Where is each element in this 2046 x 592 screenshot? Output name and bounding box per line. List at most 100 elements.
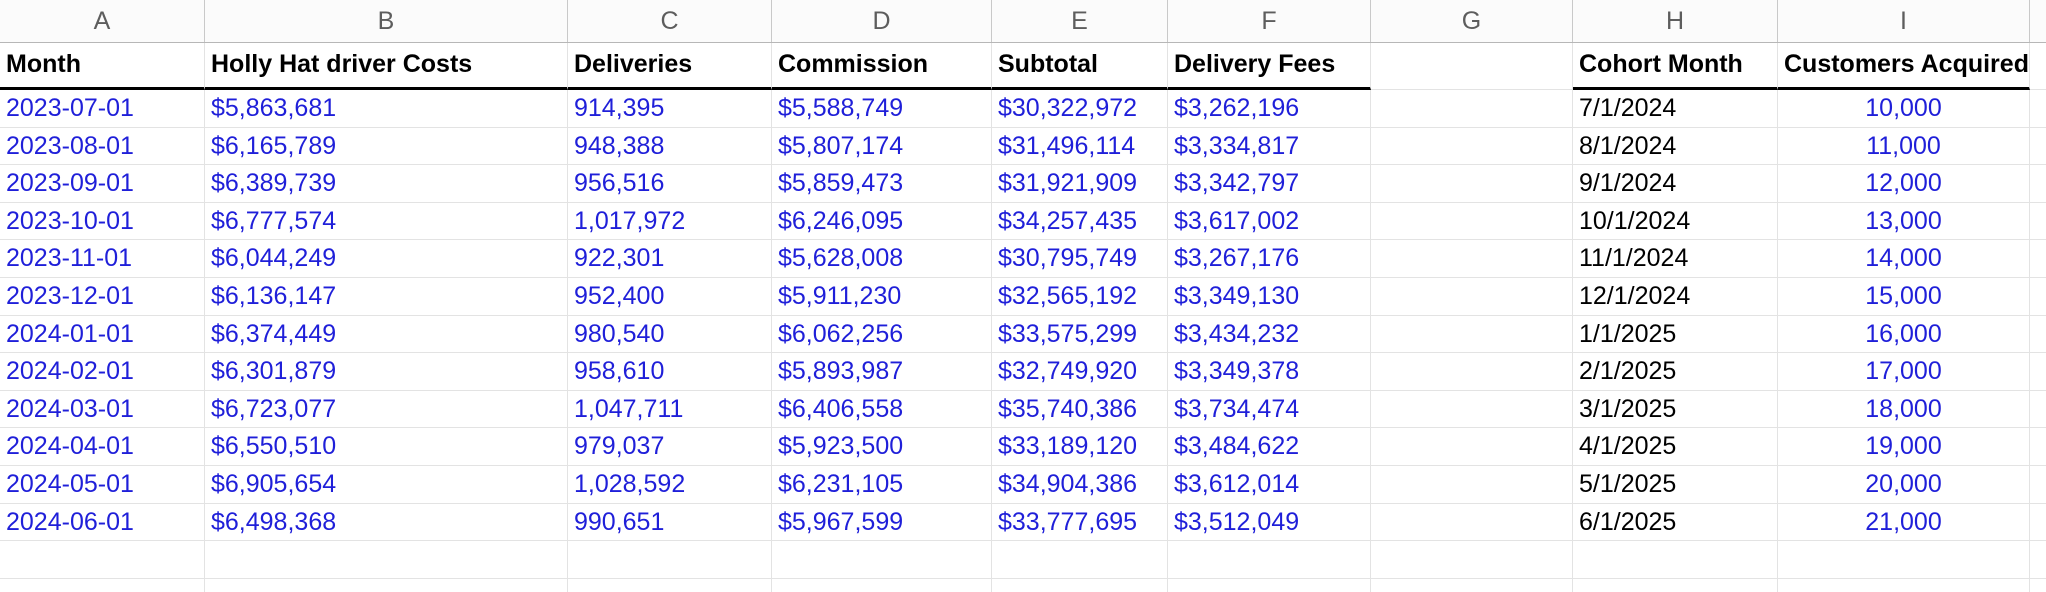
cell-partial[interactable] xyxy=(2030,128,2046,166)
cell-deliveries[interactable]: 990,651 xyxy=(568,503,772,542)
column-letter-E[interactable]: E xyxy=(992,0,1168,42)
cell-deliveries[interactable]: 948,388 xyxy=(568,127,772,166)
cell-gap[interactable] xyxy=(1371,428,1573,466)
cell-gap[interactable] xyxy=(1371,240,1573,278)
cell-partial[interactable] xyxy=(2030,466,2046,504)
cell-cohort_month[interactable]: 9/1/2024 xyxy=(1573,165,1778,203)
cell-partial[interactable] xyxy=(2030,391,2046,429)
cell-deliveries[interactable]: 958,610 xyxy=(568,353,772,391)
cell-partial[interactable] xyxy=(2030,316,2046,354)
cell-customers_acquired[interactable]: 13,000 xyxy=(1778,202,2030,241)
header-cell-empty-g[interactable] xyxy=(1371,43,1573,90)
cell-gap[interactable] xyxy=(1371,127,1573,166)
cell-empty[interactable] xyxy=(772,578,992,592)
cell-subtotal[interactable]: $33,575,299 xyxy=(992,315,1168,354)
cell-commission[interactable]: $5,911,230 xyxy=(772,277,992,316)
cell-driver_costs[interactable]: $6,905,654 xyxy=(205,465,568,504)
cell-gap[interactable] xyxy=(1371,277,1573,316)
cell-delivery_fees[interactable]: $3,617,002 xyxy=(1168,202,1371,241)
cell-delivery_fees[interactable]: $3,267,176 xyxy=(1168,240,1371,278)
cell-subtotal[interactable]: $30,322,972 xyxy=(992,90,1168,128)
cell-deliveries[interactable]: 914,395 xyxy=(568,90,772,128)
cell-empty[interactable] xyxy=(992,541,1168,579)
cell-delivery_fees[interactable]: $3,334,817 xyxy=(1168,127,1371,166)
cell-deliveries[interactable]: 1,047,711 xyxy=(568,390,772,429)
cell-month[interactable]: 2023-10-01 xyxy=(0,202,205,241)
column-letter-B[interactable]: B xyxy=(205,0,568,42)
column-letter-G[interactable]: G xyxy=(1371,0,1573,42)
header-cell-customers_acquired[interactable]: Customers Acquired xyxy=(1778,43,2030,90)
cell-delivery_fees[interactable]: $3,612,014 xyxy=(1168,465,1371,504)
column-letter-A[interactable]: A xyxy=(0,0,205,42)
cell-driver_costs[interactable]: $6,374,449 xyxy=(205,315,568,354)
cell-commission[interactable]: $6,246,095 xyxy=(772,202,992,241)
header-cell-deliveries[interactable]: Deliveries xyxy=(568,43,772,90)
cell-customers_acquired[interactable]: 15,000 xyxy=(1778,277,2030,316)
cell-empty[interactable] xyxy=(1371,578,1573,592)
cell-driver_costs[interactable]: $6,165,789 xyxy=(205,127,568,166)
cell-gap[interactable] xyxy=(1371,390,1573,429)
cell-cohort_month[interactable]: 11/1/2024 xyxy=(1573,240,1778,278)
cell-partial[interactable] xyxy=(2030,203,2046,241)
cell-delivery_fees[interactable]: $3,349,378 xyxy=(1168,353,1371,391)
cell-driver_costs[interactable]: $6,389,739 xyxy=(205,165,568,203)
cell-subtotal[interactable]: $31,921,909 xyxy=(992,165,1168,203)
cell-subtotal[interactable]: $35,740,386 xyxy=(992,390,1168,429)
cell-commission[interactable]: $5,628,008 xyxy=(772,240,992,278)
header-cell-subtotal[interactable]: Subtotal xyxy=(992,43,1168,90)
header-cell-commission[interactable]: Commission xyxy=(772,43,992,90)
cell-subtotal[interactable]: $34,904,386 xyxy=(992,465,1168,504)
cell-month[interactable]: 2023-12-01 xyxy=(0,277,205,316)
cell-driver_costs[interactable]: $6,723,077 xyxy=(205,390,568,429)
cell-month[interactable]: 2024-05-01 xyxy=(0,465,205,504)
cell-customers_acquired[interactable]: 19,000 xyxy=(1778,428,2030,466)
column-letter-partial[interactable] xyxy=(2030,0,2046,42)
cell-customers_acquired[interactable]: 10,000 xyxy=(1778,90,2030,128)
cell-month[interactable]: 2024-06-01 xyxy=(0,503,205,542)
cell-deliveries[interactable]: 952,400 xyxy=(568,277,772,316)
cell-delivery_fees[interactable]: $3,349,130 xyxy=(1168,277,1371,316)
cell-cohort_month[interactable]: 6/1/2025 xyxy=(1573,503,1778,542)
cell-delivery_fees[interactable]: $3,512,049 xyxy=(1168,503,1371,542)
cell-driver_costs[interactable]: $6,777,574 xyxy=(205,202,568,241)
cell-customers_acquired[interactable]: 16,000 xyxy=(1778,315,2030,354)
cell-driver_costs[interactable]: $6,301,879 xyxy=(205,353,568,391)
cell-commission[interactable]: $5,859,473 xyxy=(772,165,992,203)
cell-commission[interactable]: $6,231,105 xyxy=(772,465,992,504)
header-cell-delivery_fees[interactable]: Delivery Fees xyxy=(1168,43,1371,90)
cell-cohort_month[interactable]: 8/1/2024 xyxy=(1573,127,1778,166)
cell-cohort_month[interactable]: 1/1/2025 xyxy=(1573,315,1778,354)
column-letter-I[interactable]: I xyxy=(1778,0,2030,42)
cell-partial[interactable] xyxy=(2030,240,2046,278)
cell-gap[interactable] xyxy=(1371,353,1573,391)
cell-partial[interactable] xyxy=(2030,353,2046,391)
header-cell-partial[interactable] xyxy=(2030,43,2046,90)
cell-subtotal[interactable]: $31,496,114 xyxy=(992,127,1168,166)
cell-deliveries[interactable]: 979,037 xyxy=(568,428,772,466)
cell-cohort_month[interactable]: 7/1/2024 xyxy=(1573,90,1778,128)
cell-subtotal[interactable]: $32,749,920 xyxy=(992,353,1168,391)
cell-month[interactable]: 2024-02-01 xyxy=(0,353,205,391)
column-letter-D[interactable]: D xyxy=(772,0,992,42)
cell-deliveries[interactable]: 1,028,592 xyxy=(568,465,772,504)
header-cell-driver_costs[interactable]: Holly Hat driver Costs xyxy=(205,43,568,90)
cell-cohort_month[interactable]: 3/1/2025 xyxy=(1573,390,1778,429)
cell-partial[interactable] xyxy=(2030,428,2046,466)
cell-empty[interactable] xyxy=(1573,578,1778,592)
column-letter-H[interactable]: H xyxy=(1573,0,1778,42)
cell-gap[interactable] xyxy=(1371,202,1573,241)
cell-commission[interactable]: $5,807,174 xyxy=(772,127,992,166)
cell-empty[interactable] xyxy=(205,578,568,592)
cell-cohort_month[interactable]: 2/1/2025 xyxy=(1573,353,1778,391)
cell-gap[interactable] xyxy=(1371,315,1573,354)
cell-driver_costs[interactable]: $6,136,147 xyxy=(205,277,568,316)
cell-subtotal[interactable]: $33,189,120 xyxy=(992,428,1168,466)
cell-empty[interactable] xyxy=(1778,541,2030,579)
cell-month[interactable]: 2023-09-01 xyxy=(0,165,205,203)
cell-delivery_fees[interactable]: $3,342,797 xyxy=(1168,165,1371,203)
cell-cohort_month[interactable]: 4/1/2025 xyxy=(1573,428,1778,466)
cell-deliveries[interactable]: 922,301 xyxy=(568,240,772,278)
cell-commission[interactable]: $5,967,599 xyxy=(772,503,992,542)
column-letter-C[interactable]: C xyxy=(568,0,772,42)
cell-delivery_fees[interactable]: $3,734,474 xyxy=(1168,390,1371,429)
